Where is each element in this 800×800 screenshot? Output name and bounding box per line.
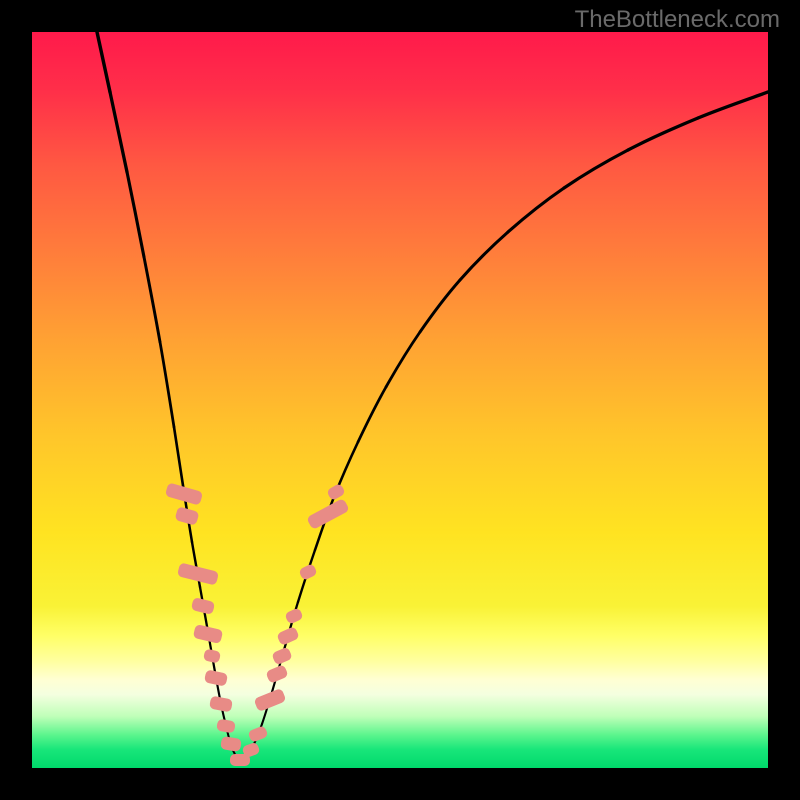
data-marker [216,719,236,734]
data-marker [326,483,346,501]
data-markers [165,482,350,766]
curve-segment [110,92,127,172]
curve-segment [127,172,144,257]
data-marker [191,597,215,615]
data-marker [306,498,350,530]
data-marker [204,669,228,686]
data-marker [271,647,293,666]
curve-segment [386,332,420,387]
data-marker [193,624,223,644]
data-marker [284,607,303,624]
curve-segment [160,342,174,427]
data-marker [209,696,233,713]
curve-segment [564,150,628,188]
curve-segment [174,427,184,492]
data-marker [203,648,221,663]
data-marker [265,664,288,684]
data-marker [247,725,268,743]
watermark-text: TheBottleneck.com [575,6,780,34]
data-marker [174,506,199,526]
curve-segment [508,188,564,232]
curve-segment [144,257,160,342]
data-marker [298,563,318,581]
curve-segment [97,32,110,92]
chart-frame: TheBottleneck.com [0,0,800,800]
curve-segment [628,118,698,150]
data-marker [253,688,286,712]
curve-segment [420,280,460,332]
curve-segment [358,387,386,442]
plot-area [32,32,768,768]
curve-segment [460,232,508,280]
curve-layer [32,32,768,768]
curve-segment [698,92,768,118]
data-marker [276,626,300,646]
data-marker [220,736,242,752]
